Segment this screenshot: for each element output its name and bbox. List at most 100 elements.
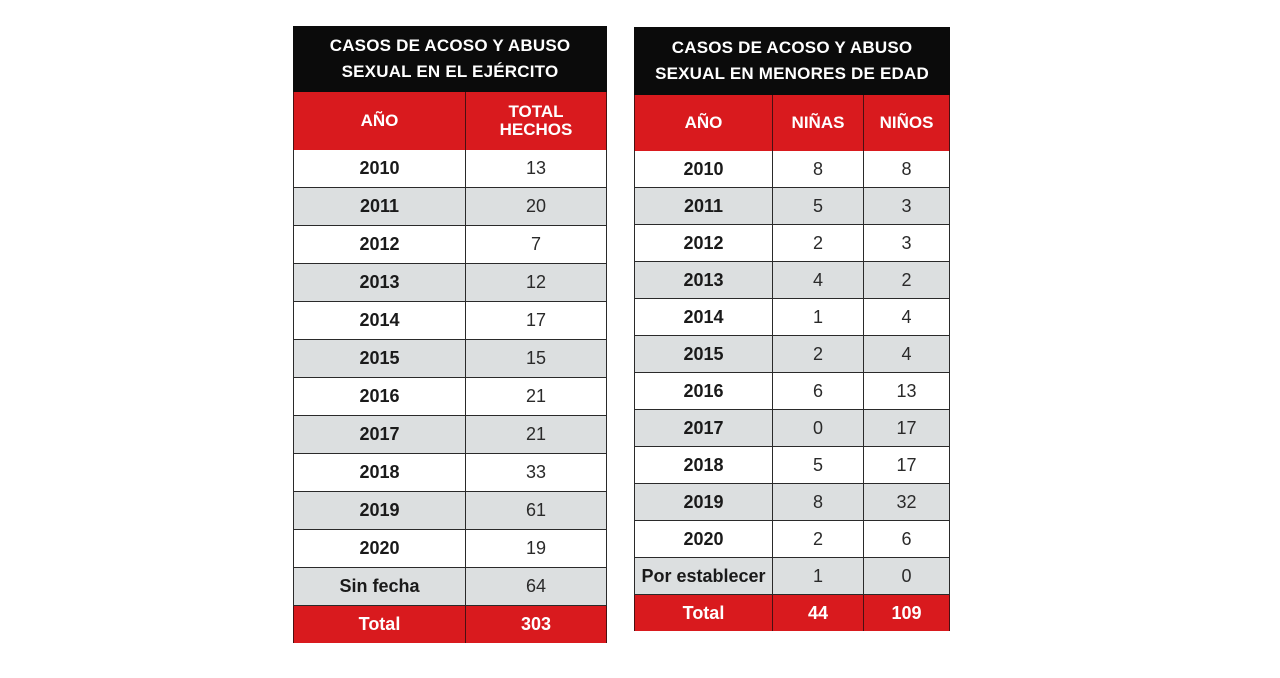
cell-boys: 17: [862, 446, 951, 484]
table-title-line: SEXUAL EN MENORES DE EDAD: [655, 64, 929, 83]
cell-year: 2012: [293, 225, 466, 264]
total-value: 303: [465, 605, 607, 643]
cell-girls: 5: [772, 187, 864, 225]
table-row: Sin fecha 64: [293, 567, 607, 606]
table-row: 2020 19: [293, 529, 607, 568]
total-label: Total: [293, 605, 466, 643]
table-row: 2018 5 17: [634, 446, 951, 484]
table-row: 2010 8 8: [634, 151, 951, 188]
table-row: 2015 2 4: [634, 335, 951, 373]
cell-girls: 1: [772, 298, 864, 336]
cell-year: 2017: [293, 415, 466, 454]
cell-boys: 17: [862, 409, 951, 447]
table-row: 2013 4 2: [634, 261, 951, 299]
column-header-total-line: HECHOS: [499, 120, 573, 139]
cell-year: 2019: [634, 483, 773, 521]
table-row: 2010 13: [293, 150, 607, 188]
cell-boys: 32: [862, 483, 951, 521]
table-row: 2013 12: [293, 263, 607, 302]
cell-girls: 2: [772, 520, 864, 558]
cell-year: 2016: [634, 372, 773, 410]
cell-year: 2013: [293, 263, 466, 302]
cell-boys: 4: [862, 335, 951, 373]
table-row: 2014 1 4: [634, 298, 951, 336]
column-header-year: AÑO: [293, 91, 466, 150]
cell-total: 7: [465, 225, 607, 264]
army-cases-table: CASOS DE ACOSO Y ABUSO SEXUAL EN EL EJÉR…: [293, 26, 607, 643]
column-header-boys: NIÑOS: [862, 94, 951, 151]
column-header-row: AÑO TOTAL HECHOS: [293, 91, 607, 150]
cell-boys: 13: [862, 372, 951, 410]
cell-year: 2010: [634, 151, 773, 188]
table-row: 2017 0 17: [634, 409, 951, 447]
cell-girls: 1: [772, 557, 864, 595]
cell-girls: 4: [772, 261, 864, 299]
cell-year: 2014: [634, 298, 773, 336]
column-header-total-line: TOTAL: [508, 102, 564, 121]
table-row: 2012 2 3: [634, 224, 951, 262]
column-header-year: AÑO: [634, 94, 773, 151]
cell-total: 64: [465, 567, 607, 606]
cell-girls: 0: [772, 409, 864, 447]
cell-year: 2016: [293, 377, 466, 416]
cell-boys: 4: [862, 298, 951, 336]
cell-boys: 8: [862, 151, 951, 188]
cell-total: 12: [465, 263, 607, 302]
cell-year: 2020: [293, 529, 466, 568]
table-title-row: CASOS DE ACOSO Y ABUSO SEXUAL EN EL EJÉR…: [293, 26, 607, 92]
table-row: 2020 2 6: [634, 520, 951, 558]
table-title-line: CASOS DE ACOSO Y ABUSO: [671, 38, 913, 57]
cell-year: 2019: [293, 491, 466, 530]
table-title-line: SEXUAL EN EL EJÉRCITO: [341, 62, 559, 81]
cell-year: 2013: [634, 261, 773, 299]
cell-girls: 2: [772, 335, 864, 373]
table-row: 2017 21: [293, 415, 607, 454]
cell-total: 20: [465, 187, 607, 226]
cell-boys: 3: [862, 224, 951, 262]
cell-girls: 8: [772, 151, 864, 188]
table-title-line: CASOS DE ACOSO Y ABUSO: [329, 36, 571, 55]
table-row: 2016 21: [293, 377, 607, 416]
table-row: 2019 61: [293, 491, 607, 530]
cell-year: 2018: [634, 446, 773, 484]
cell-year: 2012: [634, 224, 773, 262]
cell-girls: 2: [772, 224, 864, 262]
total-girls: 44: [772, 594, 864, 631]
table-row: 2011 20: [293, 187, 607, 226]
cell-year: 2017: [634, 409, 773, 447]
table-title-row: CASOS DE ACOSO Y ABUSO SEXUAL EN MENORES…: [633, 27, 951, 95]
minors-cases-table: CASOS DE ACOSO Y ABUSO SEXUAL EN MENORES…: [633, 27, 951, 631]
cell-year: 2011: [293, 187, 466, 226]
table-row: Por establecer 1 0: [634, 557, 951, 595]
total-row: Total 44 109: [634, 594, 951, 631]
cell-boys: 6: [862, 520, 951, 558]
cell-boys: 0: [862, 557, 951, 595]
cell-year: 2014: [293, 301, 466, 340]
total-label: Total: [634, 594, 773, 631]
table-row: 2011 5 3: [634, 187, 951, 225]
table-row: 2016 6 13: [634, 372, 951, 410]
cell-year: 2020: [634, 520, 773, 558]
cell-year: 2018: [293, 453, 466, 492]
cell-year: 2010: [293, 150, 466, 188]
table-row: 2012 7: [293, 225, 607, 264]
cell-year: 2015: [293, 339, 466, 378]
table-row: 2014 17: [293, 301, 607, 340]
cell-total: 19: [465, 529, 607, 568]
total-boys: 109: [862, 594, 951, 631]
cell-total: 61: [465, 491, 607, 530]
table-row: 2015 15: [293, 339, 607, 378]
total-row: Total 303: [293, 605, 607, 643]
cell-year: 2015: [634, 335, 773, 373]
cell-girls: 8: [772, 483, 864, 521]
cell-total: 17: [465, 301, 607, 340]
table-title: CASOS DE ACOSO Y ABUSO SEXUAL EN MENORES…: [633, 27, 951, 95]
table-title: CASOS DE ACOSO Y ABUSO SEXUAL EN EL EJÉR…: [293, 26, 607, 92]
cell-total: 15: [465, 339, 607, 378]
cell-year: Sin fecha: [293, 567, 466, 606]
cell-total: 33: [465, 453, 607, 492]
cell-boys: 3: [862, 187, 951, 225]
cell-total: 13: [465, 150, 607, 188]
cell-year: 2011: [634, 187, 773, 225]
cell-total: 21: [465, 415, 607, 454]
